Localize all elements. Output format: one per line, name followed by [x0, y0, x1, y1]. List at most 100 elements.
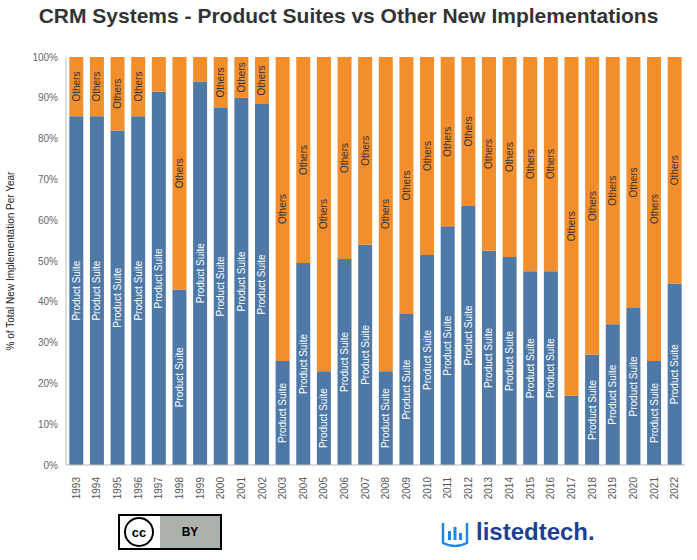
svg-text:Others: Others	[277, 194, 288, 224]
svg-text:2015: 2015	[525, 477, 536, 500]
svg-text:Others: Others	[545, 149, 556, 179]
svg-text:Product Suite: Product Suite	[236, 251, 247, 311]
svg-text:Others: Others	[442, 127, 453, 157]
svg-text:Others: Others	[257, 65, 268, 95]
svg-text:Product Suite: Product Suite	[525, 338, 536, 398]
svg-text:10%: 10%	[38, 419, 58, 430]
svg-text:2011: 2011	[442, 477, 453, 499]
svg-text:Product Suite: Product Suite	[463, 305, 474, 365]
svg-text:2020: 2020	[628, 477, 639, 500]
svg-text:0%: 0%	[44, 460, 59, 471]
svg-text:Others: Others	[318, 199, 329, 229]
svg-text:60%: 60%	[38, 215, 58, 226]
svg-text:1999: 1999	[195, 477, 206, 500]
svg-text:2013: 2013	[483, 477, 494, 500]
svg-text:Others: Others	[360, 136, 371, 166]
svg-text:50%: 50%	[38, 256, 58, 267]
svg-text:30%: 30%	[38, 337, 58, 348]
svg-text:Product Suite: Product Suite	[174, 347, 185, 407]
svg-text:Others: Others	[628, 167, 639, 197]
svg-text:Others: Others	[91, 72, 102, 102]
svg-text:Others: Others	[380, 199, 391, 229]
svg-text:Product Suite: Product Suite	[442, 315, 453, 375]
svg-text:80%: 80%	[38, 133, 58, 144]
svg-text:Product Suite: Product Suite	[339, 332, 350, 392]
svg-text:20%: 20%	[38, 378, 58, 389]
svg-text:Product Suite: Product Suite	[649, 383, 660, 443]
svg-text:Others: Others	[483, 139, 494, 169]
svg-text:Product Suite: Product Suite	[91, 260, 102, 320]
svg-text:Product Suite: Product Suite	[318, 388, 329, 448]
svg-text:1993: 1993	[71, 477, 82, 500]
svg-text:2009: 2009	[401, 477, 412, 500]
svg-text:Others: Others	[463, 116, 474, 146]
svg-text:Product Suite: Product Suite	[401, 359, 412, 419]
svg-text:Others: Others	[525, 149, 536, 179]
svg-text:Product Suite: Product Suite	[277, 383, 288, 443]
svg-text:Product Suite: Product Suite	[215, 256, 226, 316]
svg-text:2004: 2004	[298, 477, 309, 500]
svg-text:Product Suite: Product Suite	[112, 267, 123, 327]
svg-text:Others: Others	[504, 142, 515, 172]
svg-text:100%: 100%	[32, 52, 58, 63]
svg-text:% of Total New Implementation: % of Total New Implementation Per Year	[8, 171, 16, 350]
svg-text:2016: 2016	[545, 477, 556, 500]
svg-text:Product Suite: Product Suite	[380, 388, 391, 448]
svg-text:Others: Others	[422, 141, 433, 171]
svg-text:2007: 2007	[360, 477, 371, 500]
svg-text:Others: Others	[236, 62, 247, 92]
svg-text:2022: 2022	[669, 477, 680, 500]
svg-text:Product Suite: Product Suite	[669, 344, 680, 404]
svg-text:2008: 2008	[380, 477, 391, 500]
svg-text:Product Suite: Product Suite	[504, 331, 515, 391]
svg-text:Others: Others	[587, 191, 598, 221]
svg-text:Product Suite: Product Suite	[545, 338, 556, 398]
svg-text:Product Suite: Product Suite	[257, 254, 268, 314]
svg-text:2003: 2003	[277, 477, 288, 500]
svg-text:Product Suite: Product Suite	[628, 356, 639, 416]
svg-text:2014: 2014	[504, 477, 515, 500]
svg-text:Others: Others	[133, 72, 144, 102]
svg-text:2018: 2018	[587, 477, 598, 500]
svg-text:Product Suite: Product Suite	[298, 334, 309, 394]
svg-text:70%: 70%	[38, 174, 58, 185]
svg-text:Others: Others	[339, 143, 350, 173]
svg-text:40%: 40%	[38, 296, 58, 307]
svg-text:2010: 2010	[422, 477, 433, 500]
svg-text:Others: Others	[112, 79, 123, 109]
svg-text:Product Suite: Product Suite	[71, 260, 82, 320]
svg-text:Product Suite: Product Suite	[195, 243, 206, 303]
svg-text:2021: 2021	[649, 477, 660, 500]
svg-text:Others: Others	[649, 194, 660, 224]
svg-text:1997: 1997	[153, 477, 164, 500]
svg-text:Others: Others	[669, 155, 680, 185]
svg-text:1994: 1994	[91, 477, 102, 500]
svg-text:2001: 2001	[236, 477, 247, 500]
svg-text:Others: Others	[566, 211, 577, 241]
svg-text:Others: Others	[215, 67, 226, 97]
svg-text:Product Suite: Product Suite	[587, 379, 598, 439]
svg-text:Product Suite: Product Suite	[483, 327, 494, 387]
svg-text:2006: 2006	[339, 477, 350, 500]
svg-text:2005: 2005	[318, 477, 329, 500]
svg-text:2002: 2002	[257, 477, 268, 500]
svg-text:Others: Others	[401, 171, 412, 201]
svg-text:Others: Others	[298, 145, 309, 175]
svg-text:1998: 1998	[174, 477, 185, 500]
svg-text:Others: Others	[71, 72, 82, 102]
svg-text:90%: 90%	[38, 92, 58, 103]
svg-text:Others: Others	[607, 176, 618, 206]
svg-text:Product Suite: Product Suite	[422, 329, 433, 389]
svg-text:1996: 1996	[133, 477, 144, 500]
svg-text:2019: 2019	[607, 477, 618, 500]
svg-text:Product Suite: Product Suite	[133, 260, 144, 320]
svg-text:2000: 2000	[215, 477, 226, 500]
svg-text:1995: 1995	[112, 477, 123, 500]
svg-text:Product Suite: Product Suite	[153, 248, 164, 308]
html-text:listedtech.: listedtech.	[476, 518, 595, 545]
svg-text:2012: 2012	[463, 477, 474, 500]
svg-text:Product Suite: Product Suite	[607, 364, 618, 424]
svg-text:Others: Others	[174, 158, 185, 188]
svg-text:Product Suite: Product Suite	[360, 324, 371, 384]
svg-text:2017: 2017	[566, 477, 577, 500]
